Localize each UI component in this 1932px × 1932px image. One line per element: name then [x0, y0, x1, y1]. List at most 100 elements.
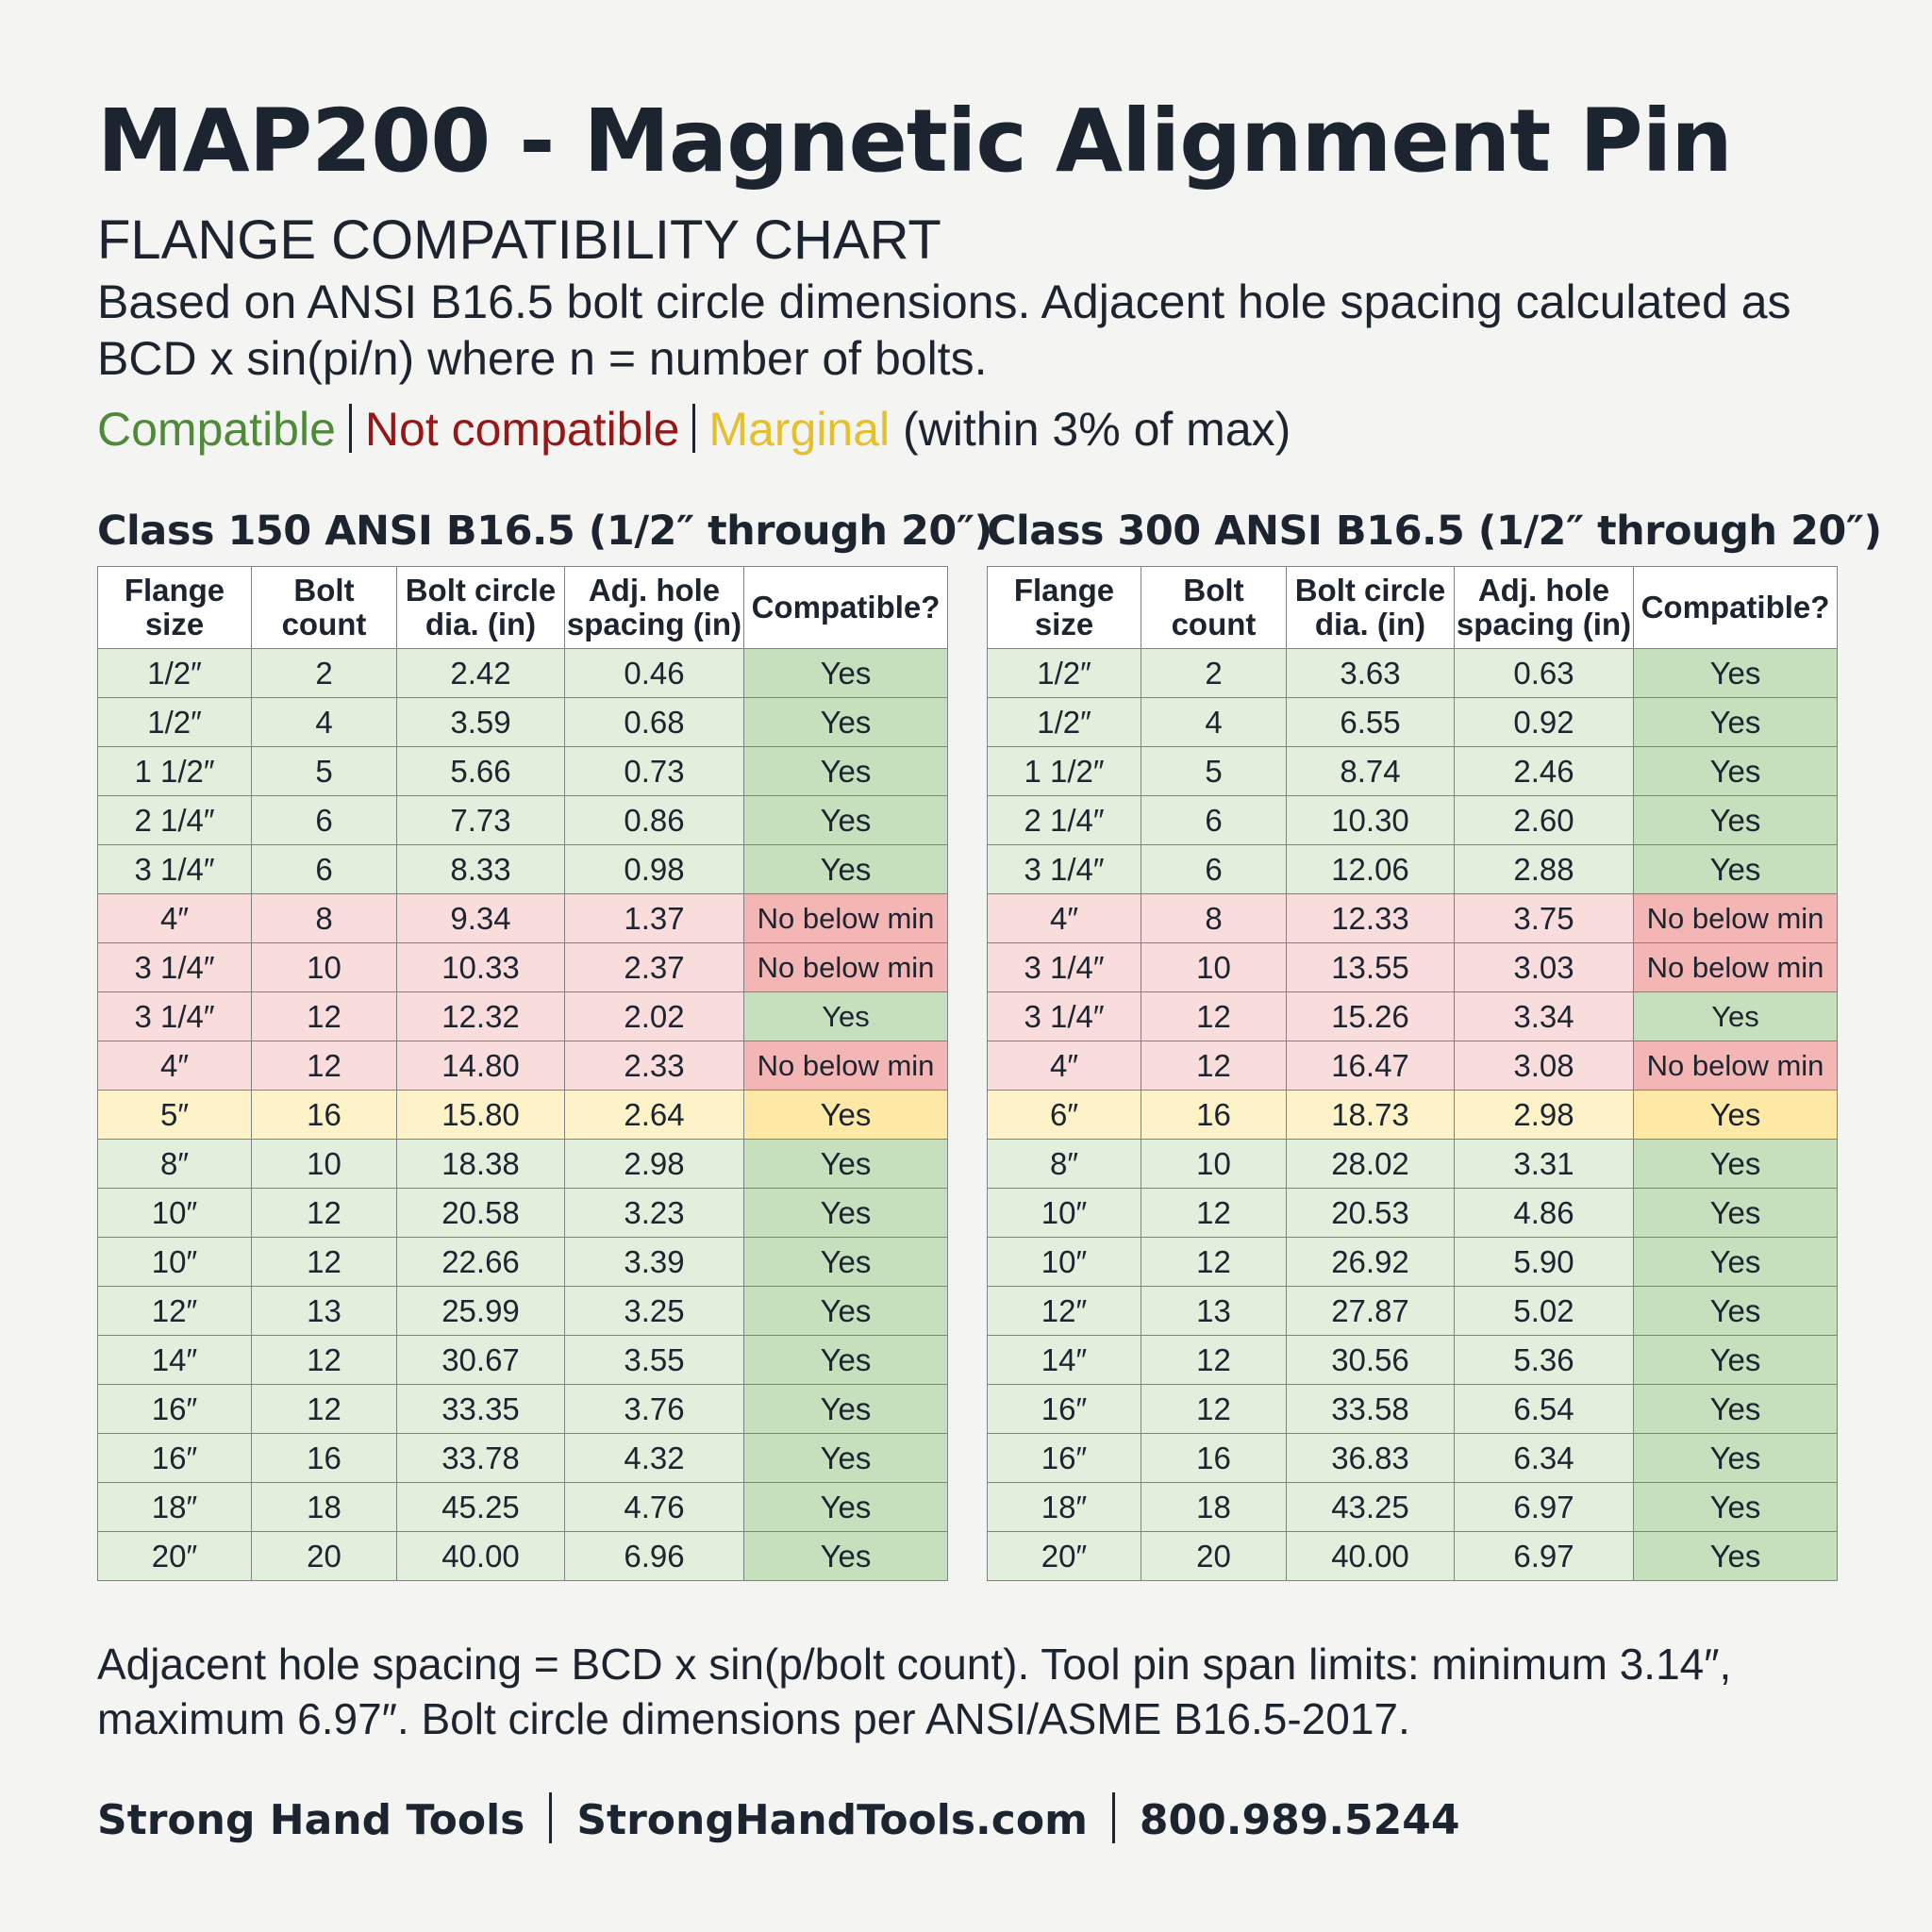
compatible-cell: Yes: [743, 991, 948, 1041]
bolt-circle-cell: 22.66: [396, 1237, 565, 1287]
bolt-count-cell: 4: [1141, 697, 1287, 747]
flange-size-cell: 8″: [987, 1139, 1141, 1189]
table-row: 16″ 16 36.83 6.34 Yes: [987, 1433, 1838, 1483]
table-row: 1/2″ 2 2.42 0.46 Yes: [97, 648, 948, 698]
compatible-cell: Yes: [743, 1482, 948, 1532]
legend-marginal: Marginal: [708, 403, 891, 456]
compatible-cell: No below min: [1633, 942, 1838, 992]
bolt-circle-cell: 16.47: [1286, 1041, 1455, 1091]
flange-size-cell: 10″: [987, 1237, 1141, 1287]
bolt-circle-cell: 7.73: [396, 795, 565, 845]
hole-spacing-cell: 6.54: [1454, 1384, 1634, 1434]
bolt-count-cell: 10: [251, 942, 397, 992]
table-row: 4″ 8 9.34 1.37 No below min: [97, 893, 948, 943]
flange-size-cell: 3 1/4″: [97, 844, 252, 894]
bolt-count-cell: 8: [251, 893, 397, 943]
bolt-circle-cell: 8.33: [396, 844, 565, 894]
hole-spacing-cell: 4.86: [1454, 1188, 1634, 1238]
table-row: 4″ 12 14.80 2.33 No below min: [97, 1041, 948, 1091]
footer-website[interactable]: StrongHandTools.com: [576, 1796, 1088, 1844]
compatible-cell: Yes: [743, 1384, 948, 1434]
hole-spacing-cell: 0.63: [1454, 648, 1634, 698]
compatible-header: Compatible?: [743, 566, 948, 649]
bolt-count-cell: 12: [1141, 1041, 1287, 1091]
compatible-cell: Yes: [1633, 746, 1838, 796]
hole-spacing-cell: 6.97: [1454, 1531, 1634, 1581]
bolt-count-cell: 6: [251, 795, 397, 845]
table-row: 3 1/4″ 12 12.32 2.02 Yes: [97, 991, 948, 1041]
flange-size-cell: 12″: [97, 1286, 252, 1336]
table-row: 10″ 12 22.66 3.39 Yes: [97, 1237, 948, 1287]
bolt-count-cell: 6: [1141, 795, 1287, 845]
bolt-circle-cell: 8.74: [1286, 746, 1455, 796]
hole-spacing-cell: 3.75: [1454, 893, 1634, 943]
compatible-cell: No below min: [1633, 893, 1838, 943]
bolt-circle-cell: 30.67: [396, 1335, 565, 1385]
table-row: 3 1/4″ 6 8.33 0.98 Yes: [97, 844, 948, 894]
hole-spacing-cell: 3.34: [1454, 991, 1634, 1041]
flange-size-cell: 1 1/2″: [987, 746, 1141, 796]
hole-spacing-cell: 1.37: [564, 893, 744, 943]
bolt-circle-cell: 14.80: [396, 1041, 565, 1091]
footer-phone[interactable]: 800.989.5244: [1139, 1796, 1460, 1844]
bolt-circle-cell: 33.58: [1286, 1384, 1455, 1434]
flange-size-cell: 10″: [97, 1188, 252, 1238]
bolt-circle-cell: 13.55: [1286, 942, 1455, 992]
bolt-circle-cell: 26.92: [1286, 1237, 1455, 1287]
bolt-count-cell: 5: [1141, 746, 1287, 796]
compatible-cell: Yes: [1633, 1188, 1838, 1238]
flange-size-cell: 1/2″: [97, 648, 252, 698]
bolt-count-cell: 6: [251, 844, 397, 894]
table-row: 20″ 20 40.00 6.97 Yes: [987, 1531, 1838, 1581]
bolt-circle-cell: 40.00: [396, 1531, 565, 1581]
bolt-count-cell: 16: [251, 1433, 397, 1483]
flange-size-cell: 14″: [97, 1335, 252, 1385]
bolt-count-cell: 12: [251, 1041, 397, 1091]
legend-not-compatible: Not compatible: [364, 403, 680, 456]
table-row: 3 1/4″ 12 15.26 3.34 Yes: [987, 991, 1838, 1041]
hole-spacing-cell: 3.76: [564, 1384, 744, 1434]
hole-spacing-cell: 6.97: [1454, 1482, 1634, 1532]
compatible-cell: Yes: [743, 844, 948, 894]
bolt-circle-cell: 6.55: [1286, 697, 1455, 747]
table-row: 12″ 13 25.99 3.25 Yes: [97, 1286, 948, 1336]
compatible-cell: Yes: [1633, 697, 1838, 747]
table-row: 4″ 8 12.33 3.75 No below min: [987, 893, 1838, 943]
bolt-circle-cell: 45.25: [396, 1482, 565, 1532]
flange-size-cell: 1/2″: [97, 697, 252, 747]
hole-spacing-cell: 3.23: [564, 1188, 744, 1238]
bolt-count-cell: 12: [1141, 1237, 1287, 1287]
table-row: 8″ 10 28.02 3.31 Yes: [987, 1139, 1838, 1189]
hole-spacing-cell: 2.02: [564, 991, 744, 1041]
bolt-count-cell: 12: [251, 1188, 397, 1238]
bolt-count-header: Bolt count: [1141, 566, 1287, 649]
bolt-count-cell: 10: [251, 1139, 397, 1189]
bolt-circle-cell: 28.02: [1286, 1139, 1455, 1189]
class-150-table: Flange size Bolt count Bolt circle dia. (i…: [97, 566, 948, 1581]
bolt-circle-cell: 12.06: [1286, 844, 1455, 894]
table-row: 1/2″ 4 3.59 0.68 Yes: [97, 697, 948, 747]
compatible-cell: No below min: [743, 893, 948, 943]
bolt-circle-cell: 18.73: [1286, 1090, 1455, 1140]
hole-spacing-cell: 5.36: [1454, 1335, 1634, 1385]
table-row: 18″ 18 43.25 6.97 Yes: [987, 1482, 1838, 1532]
bolt-circle-cell: 43.25: [1286, 1482, 1455, 1532]
page-subtitle: FLANGE COMPATIBILITY CHART: [97, 209, 941, 271]
table-row: 10″ 12 26.92 5.90 Yes: [987, 1237, 1838, 1287]
table-row: 20″ 20 40.00 6.96 Yes: [97, 1531, 948, 1581]
hole-spacing-cell: 2.46: [1454, 746, 1634, 796]
bolt-circle-cell: 15.26: [1286, 991, 1455, 1041]
flange-size-cell: 16″: [987, 1433, 1141, 1483]
compatible-cell: Yes: [1633, 1433, 1838, 1483]
flange-size-cell: 20″: [97, 1531, 252, 1581]
compatible-cell: Yes: [743, 1335, 948, 1385]
bolt-count-cell: 8: [1141, 893, 1287, 943]
hole-spacing-cell: 6.34: [1454, 1433, 1634, 1483]
table-row: 3 1/4″ 10 10.33 2.37 No below min: [97, 942, 948, 992]
bolt-circle-cell: 18.38: [396, 1139, 565, 1189]
compatible-cell: Yes: [743, 697, 948, 747]
bolt-count-cell: 12: [1141, 1188, 1287, 1238]
flange-size-cell: 2 1/4″: [987, 795, 1141, 845]
description: Based on ANSI B16.5 bolt circle dimensio…: [97, 275, 1791, 385]
flange-size-cell: 12″: [987, 1286, 1141, 1336]
